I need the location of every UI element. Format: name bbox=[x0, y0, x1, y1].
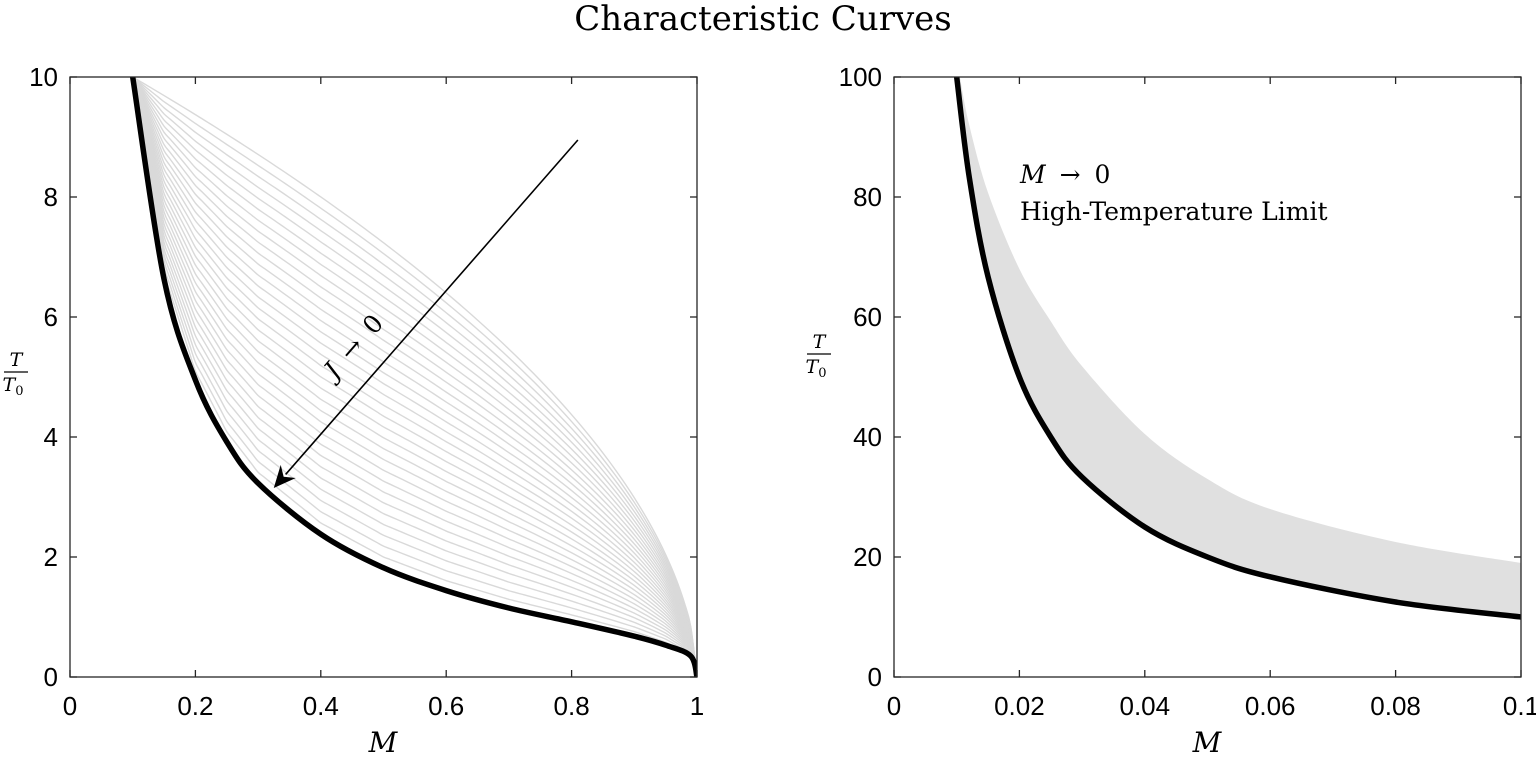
left-family-curve bbox=[132, 77, 697, 677]
left-family-curve bbox=[132, 77, 697, 677]
left-y-label-denominator: T0 bbox=[3, 374, 24, 399]
left-family-curve bbox=[132, 77, 697, 677]
right-x-tick-label: 0.08 bbox=[1370, 691, 1421, 721]
right-x-axis-label: M bbox=[1192, 726, 1223, 759]
right-x-tick-label: 0.06 bbox=[1245, 691, 1296, 721]
left-curve-family bbox=[132, 77, 697, 677]
right-x-tick-label: 0.1 bbox=[1503, 691, 1536, 721]
left-family-curve bbox=[132, 77, 697, 677]
left-family-curve bbox=[132, 77, 697, 677]
right-axes-box bbox=[893, 76, 1522, 678]
left-family-curve bbox=[132, 77, 697, 677]
left-family-curve bbox=[132, 77, 697, 677]
left-family-curve bbox=[132, 77, 697, 677]
left-family-curve bbox=[132, 77, 697, 677]
left-family-curve bbox=[132, 77, 697, 677]
left-family-curve bbox=[132, 77, 697, 677]
left-family-curve bbox=[132, 77, 697, 677]
left-family-curve bbox=[132, 77, 697, 677]
left-x-tick-label: 1 bbox=[690, 691, 704, 721]
left-family-curve bbox=[132, 77, 697, 677]
left-family-curve bbox=[132, 77, 697, 677]
right-chart-panel: M → 0 High-Temperature Limit 0 0.02 0.04 0.… bbox=[806, 62, 1536, 759]
right-y-tick-label: 40 bbox=[853, 422, 882, 452]
left-arrow-head bbox=[273, 464, 296, 488]
left-family-curve bbox=[132, 77, 697, 677]
left-family-curve bbox=[132, 77, 697, 677]
chart-title: Characteristic Curves bbox=[574, 0, 951, 39]
left-critical-curve bbox=[129, 77, 697, 677]
right-y-tick-label: 20 bbox=[853, 542, 882, 572]
left-y-ticks: 0 2 4 6 8 10 bbox=[29, 62, 697, 692]
left-family-curve bbox=[132, 77, 697, 677]
right-y-tick-label: 0 bbox=[868, 662, 882, 692]
left-y-tick-label: 0 bbox=[44, 662, 58, 692]
left-family-curve bbox=[132, 77, 697, 677]
left-family-curve bbox=[132, 77, 697, 677]
left-y-tick-label: 2 bbox=[44, 542, 58, 572]
right-y-label-denominator-sub: 0 bbox=[818, 366, 826, 381]
right-y-axis-label: T T0 bbox=[806, 331, 831, 381]
left-x-tick-label: 0.4 bbox=[303, 691, 339, 721]
right-annotation-rhs: 0 bbox=[1094, 160, 1110, 189]
left-family-curve bbox=[132, 77, 697, 677]
right-shaded-band bbox=[956, 77, 1521, 617]
left-family-curve bbox=[132, 77, 697, 677]
left-x-axis-label: M bbox=[368, 726, 399, 759]
right-annotation-arrow: → bbox=[1060, 160, 1081, 189]
right-y-tick-label: 80 bbox=[853, 182, 882, 212]
left-x-ticks: 0 0.2 0.4 0.6 0.8 1 bbox=[63, 77, 704, 721]
left-family-curve bbox=[132, 77, 697, 677]
left-family-curve bbox=[132, 77, 697, 677]
left-family-curve bbox=[132, 77, 697, 677]
left-x-tick-label: 0.8 bbox=[554, 691, 590, 721]
left-family-curve bbox=[132, 77, 697, 677]
right-annotation-line1: M → 0 bbox=[1019, 160, 1110, 189]
left-arrow-label-rhs: 0 bbox=[357, 309, 389, 340]
right-y-ticks: 0 20 40 60 80 100 bbox=[839, 62, 1521, 692]
right-x-ticks: 0 0.02 0.04 0.06 0.08 0.1 bbox=[887, 77, 1536, 721]
left-family-curve bbox=[132, 77, 697, 677]
left-x-tick-label: 0.6 bbox=[428, 691, 464, 721]
left-y-tick-label: 6 bbox=[44, 302, 58, 332]
right-x-tick-label: 0 bbox=[887, 691, 901, 721]
right-y-tick-label: 60 bbox=[853, 302, 882, 332]
right-y-label-denominator-main: T bbox=[806, 356, 820, 378]
left-y-label-numerator: T bbox=[10, 349, 24, 371]
left-x-tick-label: 0.2 bbox=[177, 691, 213, 721]
left-y-tick-label: 8 bbox=[44, 182, 58, 212]
left-family-curve bbox=[132, 77, 697, 677]
left-y-label-denominator-sub: 0 bbox=[15, 384, 23, 399]
right-y-label-denominator: T0 bbox=[806, 356, 827, 381]
right-limit-curve bbox=[953, 77, 1521, 620]
left-arrow-label-arrow: → bbox=[334, 331, 370, 366]
right-annotation-line2: High-Temperature Limit bbox=[1020, 197, 1328, 226]
right-x-tick-label: 0.02 bbox=[994, 691, 1045, 721]
left-x-tick-label: 0 bbox=[63, 691, 77, 721]
left-family-curve bbox=[132, 77, 697, 677]
left-family-curve bbox=[132, 77, 697, 677]
left-y-label-denominator-main: T bbox=[3, 374, 17, 396]
left-axes-box bbox=[69, 76, 698, 678]
right-y-tick-label: 100 bbox=[839, 62, 882, 92]
left-y-tick-label: 10 bbox=[29, 62, 58, 92]
right-annotation-lhs: M bbox=[1019, 160, 1047, 189]
left-y-tick-label: 4 bbox=[44, 422, 58, 452]
right-y-label-numerator: T bbox=[813, 331, 827, 353]
left-y-axis-label: T T0 bbox=[3, 349, 28, 399]
left-arrow-label: J → 0 bbox=[315, 309, 389, 388]
left-arrow-line bbox=[285, 139, 579, 475]
right-x-tick-label: 0.04 bbox=[1119, 691, 1170, 721]
